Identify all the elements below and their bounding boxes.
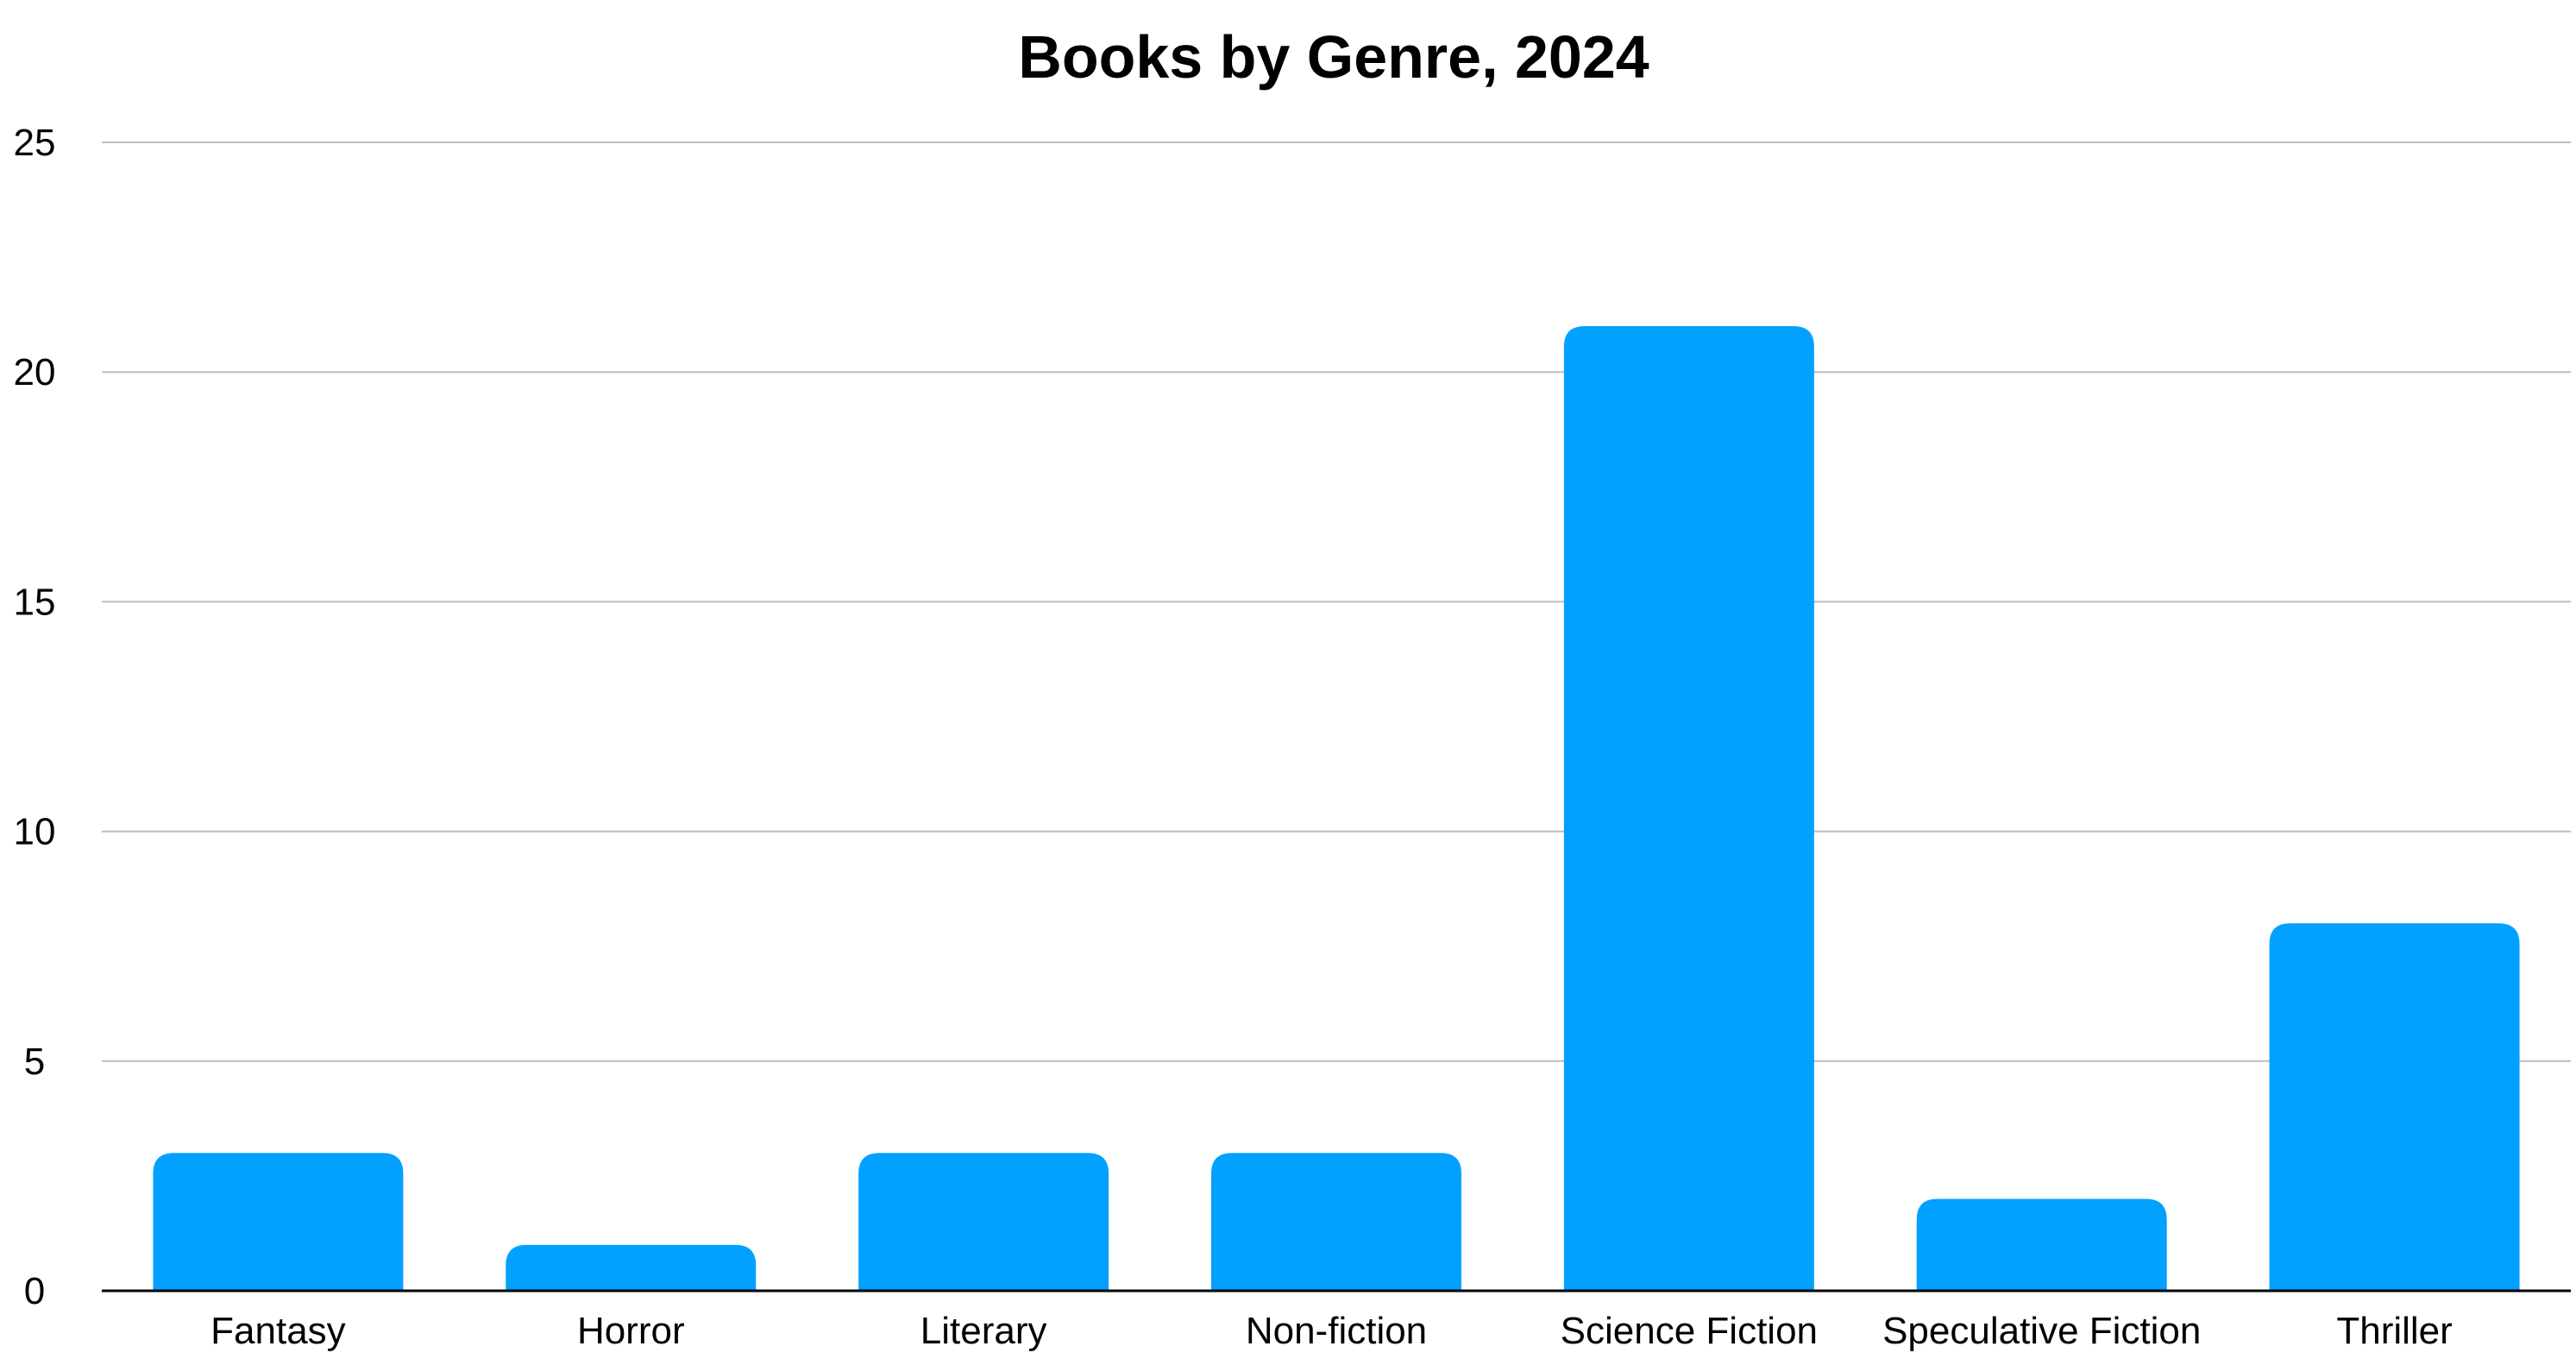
gridlines bbox=[102, 142, 2571, 1062]
y-tick-label: 15 bbox=[14, 581, 56, 623]
bar-fantasy bbox=[153, 1153, 404, 1291]
y-tick-label: 5 bbox=[24, 1041, 45, 1083]
bar-non-fiction bbox=[1211, 1153, 1461, 1291]
bar-thriller bbox=[2269, 923, 2520, 1291]
x-tick-label: Horror bbox=[577, 1310, 685, 1352]
x-tick-label: Thriller bbox=[2336, 1310, 2452, 1352]
x-tick-label: Non-fiction bbox=[1246, 1310, 1427, 1352]
x-tick-label: Speculative Fiction bbox=[1882, 1310, 2201, 1352]
bars bbox=[153, 325, 2520, 1292]
y-tick-label: 0 bbox=[24, 1270, 45, 1312]
x-tick-label: Fantasy bbox=[210, 1310, 346, 1352]
bar-science-fiction bbox=[1563, 325, 1814, 1292]
bar-horror bbox=[506, 1244, 757, 1291]
y-tick-label: 20 bbox=[14, 351, 56, 393]
x-tick-label: Science Fiction bbox=[1561, 1310, 1818, 1352]
x-tick-label: Literary bbox=[920, 1310, 1047, 1352]
bar-speculative-fiction bbox=[1916, 1198, 2167, 1291]
x-axis-labels: Fantasy Horror Literary Non-fiction Science … bbox=[210, 1310, 2453, 1352]
chart-title: Books by Genre, 2024 bbox=[1018, 23, 1649, 91]
bar-literary bbox=[858, 1153, 1109, 1291]
y-tick-label: 25 bbox=[14, 122, 56, 164]
y-axis-ticks: 0 5 10 15 20 25 bbox=[14, 122, 56, 1312]
y-tick-label: 10 bbox=[14, 811, 56, 853]
